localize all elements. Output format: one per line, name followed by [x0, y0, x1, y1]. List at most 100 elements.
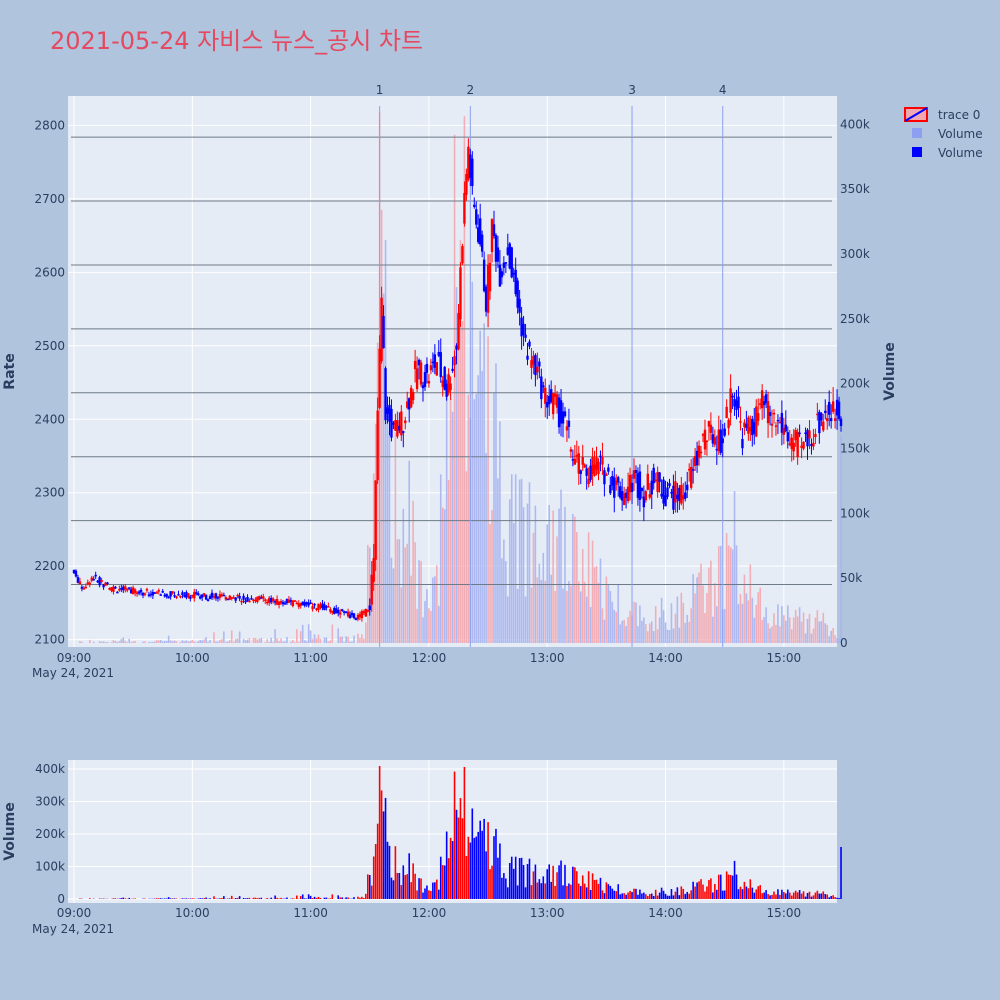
- overlay-volume-bar: [773, 613, 775, 643]
- overlay-volume-bar: [185, 640, 188, 643]
- candle-body: [837, 401, 841, 419]
- candle-body: [246, 596, 249, 602]
- candle-body: [179, 595, 182, 598]
- candle-body: [715, 448, 719, 451]
- volume-bar: [120, 898, 123, 899]
- candle-body: [599, 455, 602, 458]
- volume-bar: [248, 897, 251, 899]
- volume-bar: [242, 897, 245, 899]
- overlay-volume-bar: [550, 574, 552, 643]
- candle-body: [526, 355, 529, 360]
- volume-bar: [331, 894, 334, 899]
- overlay-volume-bar: [532, 532, 535, 643]
- candle-body: [451, 368, 454, 371]
- volume-bar: [619, 894, 621, 899]
- candle-body: [126, 589, 129, 591]
- candle-body: [417, 359, 421, 366]
- volume-bar: [785, 893, 787, 899]
- overlay-volume-bar: [593, 567, 596, 643]
- overlay-volume-bar: [503, 539, 505, 643]
- volume-bar: [436, 879, 438, 899]
- volume-bar: [747, 888, 750, 899]
- overlay-volume-bar: [733, 491, 736, 643]
- candle-body: [723, 428, 726, 436]
- overlay-volume-bar: [536, 577, 539, 643]
- candle-body: [260, 597, 263, 599]
- overlay-volume-bar: [270, 637, 272, 643]
- overlay-volume-bar: [201, 640, 203, 643]
- candle-body: [786, 432, 789, 442]
- candle-body: [429, 365, 433, 371]
- candle-body: [137, 591, 141, 594]
- volume-bar: [203, 898, 205, 899]
- volume-bar: [678, 895, 681, 899]
- overlay-volume-bar: [187, 641, 190, 643]
- candle-body: [335, 608, 338, 614]
- candle-body: [567, 420, 571, 427]
- overlay-volume-bar: [489, 524, 491, 643]
- candle-body: [234, 597, 237, 601]
- candle-body: [325, 606, 328, 608]
- volume-bar: [292, 898, 294, 899]
- volume-bar: [499, 843, 501, 899]
- overlay-volume-bar: [286, 637, 288, 643]
- volume-bar: [830, 895, 832, 899]
- volume-bar: [461, 818, 464, 899]
- y-tick-label: 2600: [34, 265, 65, 279]
- volume-bar: [731, 875, 734, 899]
- overlay-volume-bar: [98, 641, 101, 643]
- overlay-volume-bar: [483, 323, 485, 643]
- candle-body: [778, 421, 782, 424]
- volume-bar: [230, 895, 233, 899]
- candle-body: [291, 600, 295, 607]
- overlay-volume-bar: [603, 619, 606, 643]
- volume-bar: [546, 869, 549, 899]
- candle-body: [368, 605, 371, 611]
- candle-body: [268, 597, 271, 603]
- candle-body: [764, 394, 768, 404]
- candle-body: [366, 610, 369, 612]
- candle-body: [506, 247, 509, 255]
- overlay-volume-bar: [384, 239, 387, 643]
- overlay-volume-bar: [183, 641, 186, 643]
- candle-body: [581, 456, 584, 465]
- candle-body: [84, 586, 88, 589]
- volume-bar: [524, 887, 527, 899]
- volume-bar: [729, 875, 732, 899]
- candle-body: [195, 592, 198, 594]
- candle-body: [295, 602, 299, 605]
- y-tick-label: 2200: [34, 559, 65, 573]
- overlay-volume-bar: [566, 591, 568, 643]
- candle-body: [808, 430, 811, 439]
- volume-bar: [467, 836, 470, 899]
- candle-body: [222, 594, 226, 597]
- overlay-volume-bar: [822, 612, 825, 643]
- candle-body: [512, 272, 515, 275]
- candle-body: [271, 598, 275, 602]
- overlay-volume-bar: [481, 370, 483, 643]
- candle-body: [185, 592, 188, 598]
- candle-body: [686, 484, 689, 491]
- candle-body: [798, 432, 801, 435]
- volume-bar: [783, 892, 785, 899]
- overlay-volume-bar: [434, 576, 436, 643]
- candle-body: [597, 461, 600, 475]
- candle-body: [646, 473, 649, 490]
- overlay-volume-bar: [512, 522, 515, 643]
- candle-body: [331, 610, 334, 613]
- overlay-volume-bar: [280, 638, 282, 643]
- candle-body: [662, 479, 665, 504]
- candle-body: [226, 598, 229, 601]
- overlay-volume-bar: [577, 581, 580, 643]
- volume-bar: [219, 898, 221, 899]
- overlay-volume-bar: [804, 633, 807, 643]
- overlay-volume-bar: [672, 628, 675, 643]
- overlay-volume-bar: [325, 637, 328, 643]
- candle-body: [289, 600, 293, 602]
- candle-body: [177, 594, 180, 596]
- volume-bar: [613, 890, 616, 899]
- volume-bar: [759, 885, 761, 899]
- overlay-volume-bar: [303, 640, 306, 643]
- candle-body: [459, 267, 462, 320]
- overlay-volume-bar: [741, 603, 744, 643]
